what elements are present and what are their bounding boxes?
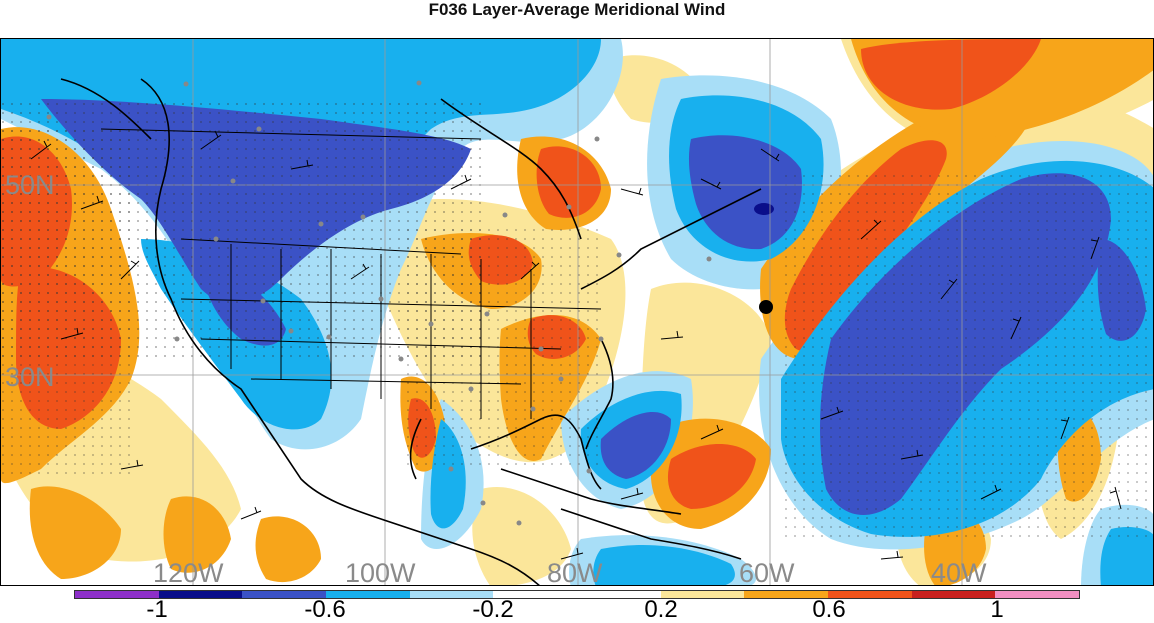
wind-barbs [30,130,1122,560]
colorbar-label: 1 [990,596,1004,623]
map-panel: 50N 30N 120W 100W 80W 60W 40W [0,38,1154,586]
lat-label-30n: 30N [5,362,55,392]
colorbar-label: -0.6 [304,596,346,623]
colorbar-swatch [911,591,996,598]
colorbar-swatch [75,591,159,598]
colorbar-label: 0.6 [812,596,846,623]
colorbar-label: 0.2 [644,596,678,623]
state-borders [100,128,602,419]
colorbar-swatch [493,591,578,598]
meridional-wind-map [1,39,1153,585]
significance-stipple [1,99,1153,539]
colorbar [74,590,1080,599]
colorbar-swatch [660,591,745,598]
contour-very-strong-negative [754,203,774,215]
colorbar-swatch [828,591,912,598]
lat-label-50n: 50N [5,170,55,200]
lon-label-80w: 80W [547,558,603,586]
colorbar-swatch [409,591,494,598]
colorbar-label: -1 [146,596,168,623]
lon-label-100w: 100W [345,558,416,586]
colorbar-swatch [995,591,1080,598]
lon-label-40w: 40W [931,558,987,586]
lat-lon-grid [1,39,1153,585]
coastlines-and-borders [60,78,762,585]
colorbar-label: -0.2 [472,596,514,623]
lon-label-120w: 120W [153,558,224,586]
observation-points [46,80,712,526]
colorbar-swatch [326,591,410,598]
colorbar-swatch [158,591,243,598]
map-title: F036 Layer-Average Meridional Wind [428,0,726,19]
colorbar-swatch [744,591,829,598]
lon-label-60w: 60W [739,558,795,586]
colorbar-swatch [577,591,661,598]
black-dot-marker [759,300,773,314]
colorbar-swatch [242,591,327,598]
